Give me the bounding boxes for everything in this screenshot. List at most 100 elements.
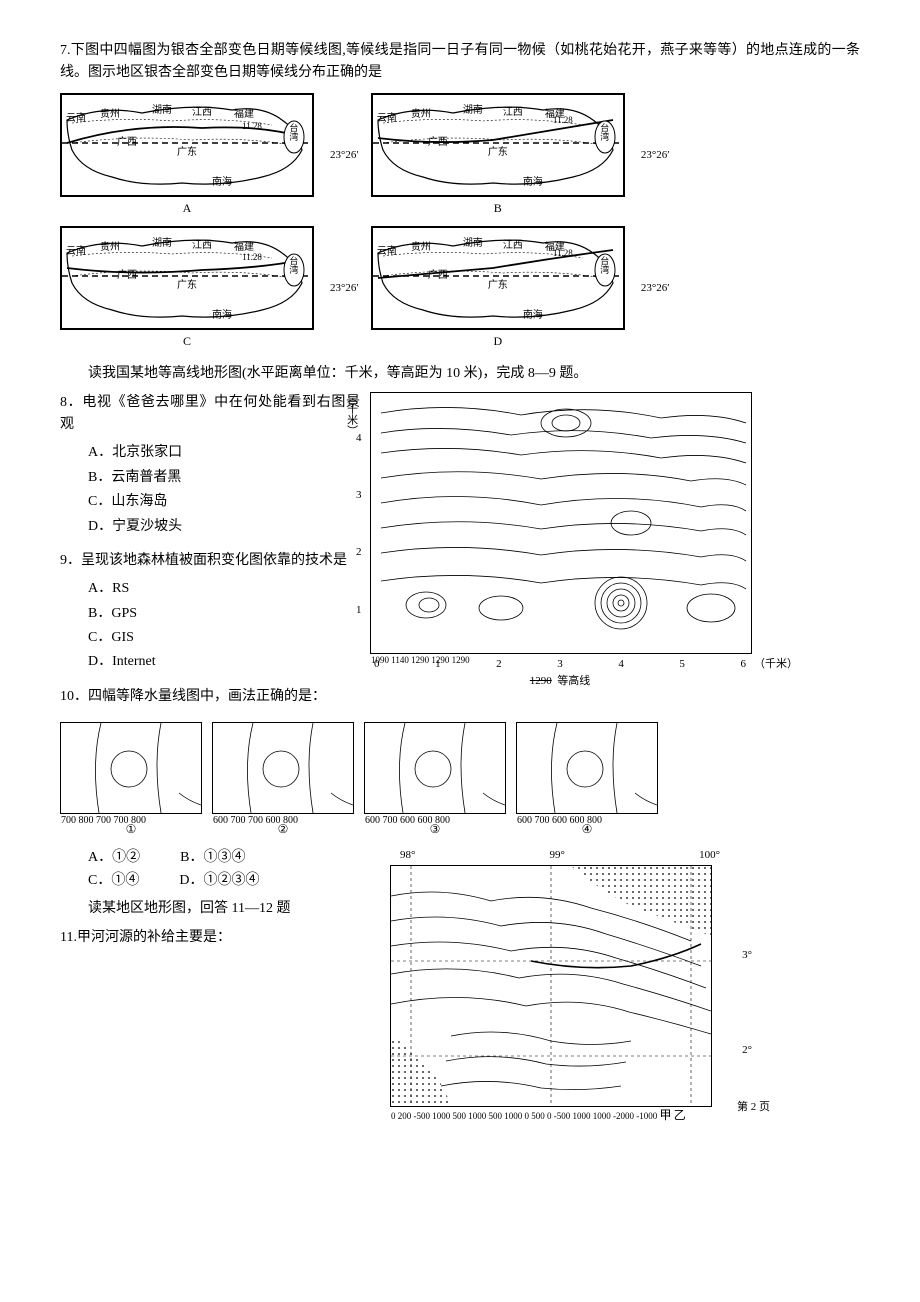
yt1: 1 [356,602,362,620]
c1000d: 1000 [573,1111,591,1121]
q11-12-intro: 读某地区地形图，回答 11—12 题 [60,898,380,920]
prov-gd: 广东 [177,145,197,161]
lat-2: 2° [742,1042,752,1060]
q7-map-c-wrap: 云南 贵州 湖南 江西 福建 广西 广东 台湾 南海 11.28 C [60,226,314,351]
p4-tr: 700 [535,815,550,826]
prov-tw: 台湾 [286,123,300,141]
question-8: 8．电视《爸爸去哪里》中在何处能看到右图景观 A．北京张家口 B．云南普者黑 C… [60,392,360,538]
prov-yn: 云南 [377,111,397,127]
prov-yn: 云南 [66,111,86,127]
terrain-wrap: 98° 99° 100° [390,847,730,1107]
q7-map-row-2: 云南 贵州 湖南 江西 福建 广西 广东 台湾 南海 11.28 C 23°26… [60,226,860,351]
prov-yn: 云南 [377,244,397,260]
c1000b: 1000 [468,1111,486,1121]
q11-number: 11. [60,930,77,945]
contour-map: 1090 1140 1290 1290 1290 [370,392,752,654]
q9-number: 9． [60,553,81,568]
precip-3: 600 700 600 600 800 [364,722,506,814]
c1000e: 1000 [593,1111,611,1121]
c500a: 500 [453,1111,467,1121]
c500b: 500 [489,1111,503,1121]
q11-text: 11.甲河河源的补给主要是： [60,927,380,949]
q9-opt-c: C．GIS [88,627,360,649]
q10-opt-a: A．①② [88,847,140,869]
precip-2-wrap: 600 700 700 600 800 ② [212,722,354,839]
q7-number: 7. [60,43,71,58]
lat-c: 23°26′ [330,280,359,298]
marker-jia: 甲 [660,1108,672,1122]
q7-cap-c: C [60,332,314,351]
q8-opt-c: C．山东海岛 [88,491,360,513]
q8-text: 8．电视《爸爸去哪里》中在何处能看到右图景观 [60,392,360,437]
c0c: 0 [547,1111,552,1121]
prov-hn: 湖南 [152,236,172,252]
c0a: 0 [391,1111,396,1121]
prov-hn: 湖南 [463,103,483,119]
q9-options: A．RS B．GPS C．GIS D．Internet [60,578,360,674]
q8-opt-a: A．北京张家口 [88,442,360,464]
q7-cap-b: B [371,199,625,218]
q10-opts-1: A．①② B．①③④ [60,847,380,869]
q7-map-a: 云南 贵州 湖南 江西 福建 广西 广东 台湾 南海 11.28 [60,93,314,197]
prov-gx: 广西 [428,135,448,151]
c500c: 500 [531,1111,545,1121]
p4-bl: 600 [570,815,585,826]
p4-tl: 600 [517,815,532,826]
p2-bl: 600 [266,815,281,826]
prov-tw: 台湾 [597,256,611,274]
q7-map-row-1: 云南 贵州 湖南 江西 福建 广西 广东 台湾 南海 11.28 A 23°26… [60,93,860,218]
prov-jx: 江西 [192,238,212,254]
q8-9-intro: 读我国某地等高线地形图(水平距离单位：千米，等高距为 10 米)，完成 8—9 … [60,363,860,385]
q8-body: 电视《爸爸去哪里》中在何处能看到右图景观 [60,395,360,432]
q9-opt-a: A．RS [88,578,360,600]
page-number: 第 2 页 [737,1099,770,1117]
c0b: 0 [525,1111,530,1121]
xt1: 1 [435,656,441,674]
bottom-block: A．①② B．①③④ C．①④ D．①②③④ 读某地区地形图，回答 11—12 … [60,847,860,1107]
date-a: 11.28 [242,119,262,133]
xt6: 6 [740,656,746,674]
xt5: 5 [679,656,685,674]
prov-gz: 贵州 [100,240,120,256]
q10-text: 10．四幅等降水量线图中，画法正确的是： [60,686,360,708]
terrain-map: 0 200 -500 1000 500 1000 500 1000 0 500 … [390,865,712,1107]
yt3: 3 [356,487,362,505]
p1-bl: 700 [114,815,129,826]
p2-br: 800 [283,815,298,826]
q7-cap-d: D [371,332,625,351]
q7-map-a-wrap: 云南 贵州 湖南 江西 福建 广西 广东 台湾 南海 11.28 A [60,93,314,218]
p1-br: 800 [131,815,146,826]
xt4: 4 [618,656,624,674]
p4-c: 600 [552,815,567,826]
prov-gz: 贵州 [411,240,431,256]
q7-map-c: 云南 贵州 湖南 江西 福建 广西 广东 台湾 南海 11.28 [60,226,314,330]
nanhai: 南海 [212,308,232,324]
prov-gd: 广东 [488,278,508,294]
precip-3-wrap: 600 700 600 600 800 ③ [364,722,506,839]
prov-gx: 广西 [117,268,137,284]
p3-br: 800 [435,815,450,826]
prov-gz: 贵州 [100,107,120,123]
q8-number: 8． [60,395,82,410]
prov-tw: 台湾 [286,256,300,274]
q10-number: 10． [60,689,88,704]
prov-hn: 湖南 [152,103,172,119]
q8-options: A．北京张家口 B．云南普者黑 C．山东海岛 D．宁夏沙坡头 [60,442,360,538]
p2-tl: 600 [213,815,228,826]
precip-4: 600 700 600 600 800 [516,722,658,814]
prov-gx: 广西 [428,268,448,284]
legend-val: 1290 [530,675,552,687]
cn1000: -1000 [636,1111,657,1121]
p1-tr: 800 [79,815,94,826]
prov-tw: 台湾 [597,123,611,141]
p1-c: 700 [96,815,111,826]
x-ticks: 0 1 2 3 4 5 6 [370,656,750,674]
xt2: 2 [496,656,502,674]
prov-gd: 广东 [177,278,197,294]
q7-cap-a: A [60,199,314,218]
p3-tl: 600 [365,815,380,826]
prov-jx: 江西 [503,105,523,121]
q10-opt-c: C．①④ [88,870,139,892]
q7-map-b: 云南 贵州 湖南 江西 福建 广西 广东 台湾 南海 11.28 [371,93,625,197]
lat-3: 3° [742,947,752,965]
